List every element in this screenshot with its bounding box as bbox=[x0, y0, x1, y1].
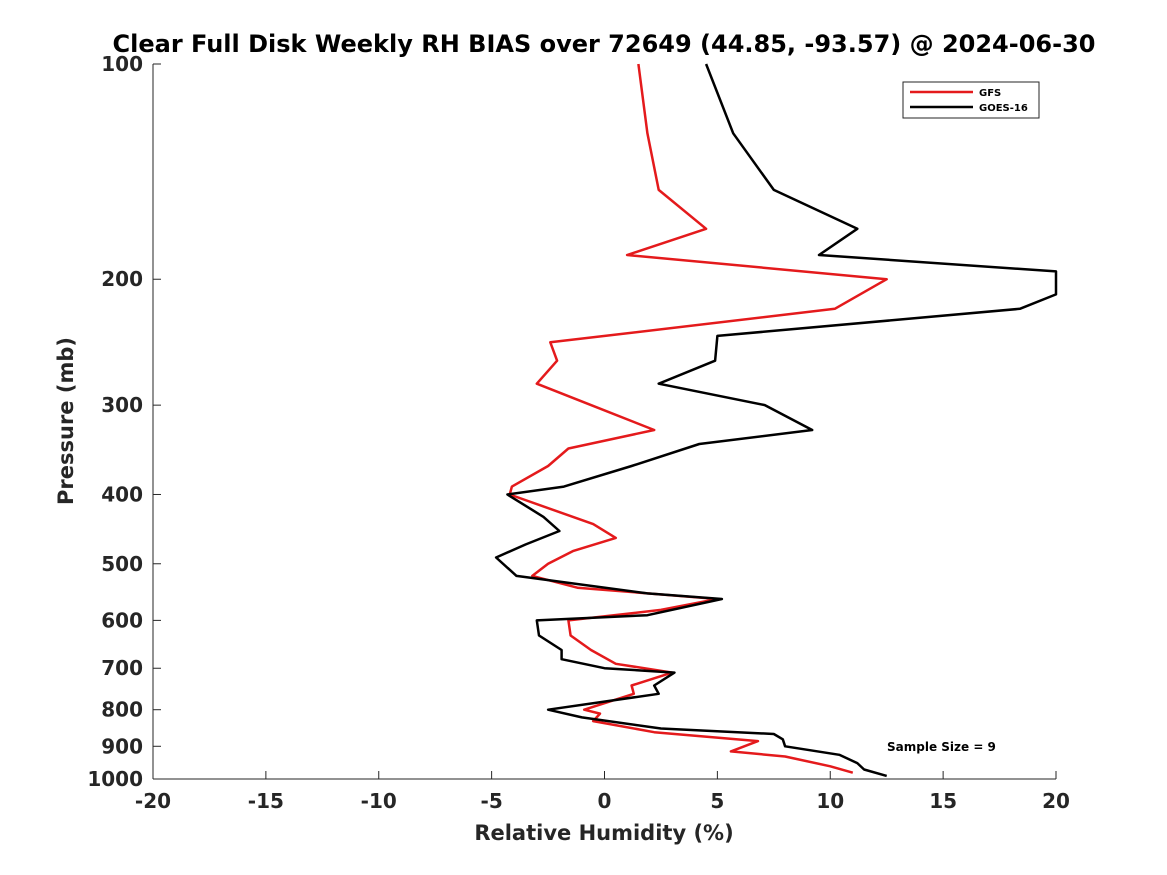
y-tick-label: 700 bbox=[101, 656, 143, 680]
plot-lines bbox=[494, 63, 1058, 778]
x-tick-label: -5 bbox=[481, 789, 503, 813]
y-tick-label: 1000 bbox=[87, 767, 143, 791]
x-tick-label: -20 bbox=[135, 789, 171, 813]
sample-size-annotation: Sample Size = 9 bbox=[887, 740, 996, 754]
x-tick-label: 20 bbox=[1042, 789, 1070, 813]
x-axis-label: Relative Humidity (%) bbox=[474, 821, 733, 845]
legend-label-goes16: GOES-16 bbox=[979, 103, 1028, 114]
x-tick-label: -15 bbox=[248, 789, 284, 813]
x-tick-label: 0 bbox=[598, 789, 612, 813]
x-tick-label: 10 bbox=[816, 789, 844, 813]
y-tick-label: 800 bbox=[101, 698, 143, 722]
x-axis-ticks: -20 -15 -10 -5 0 5 10 15 20 bbox=[135, 771, 1070, 813]
y-tick-label: 600 bbox=[101, 608, 143, 632]
series-line-goes16 bbox=[494, 63, 1058, 778]
y-axis-ticks: 100 200 300 400 500 600 700 800 900 1000 bbox=[87, 52, 161, 791]
x-tick-label: -10 bbox=[361, 789, 397, 813]
y-tick-label: 300 bbox=[101, 393, 143, 417]
y-tick-label: 200 bbox=[101, 267, 143, 291]
chart-title: Clear Full Disk Weekly RH BIAS over 7264… bbox=[113, 30, 1096, 58]
y-tick-label: 100 bbox=[101, 52, 143, 76]
y-tick-label: 400 bbox=[101, 482, 143, 506]
y-axis-label: Pressure (mb) bbox=[54, 337, 78, 505]
x-tick-label: 5 bbox=[710, 789, 724, 813]
y-tick-label: 500 bbox=[101, 552, 143, 576]
series-line-gfs bbox=[508, 63, 888, 774]
legend: GFS GOES-16 bbox=[902, 81, 1040, 119]
y-tick-label: 900 bbox=[101, 734, 143, 758]
x-tick-label: 15 bbox=[929, 789, 957, 813]
legend-label-gfs: GFS bbox=[979, 88, 1001, 99]
legend-box bbox=[902, 81, 1040, 119]
